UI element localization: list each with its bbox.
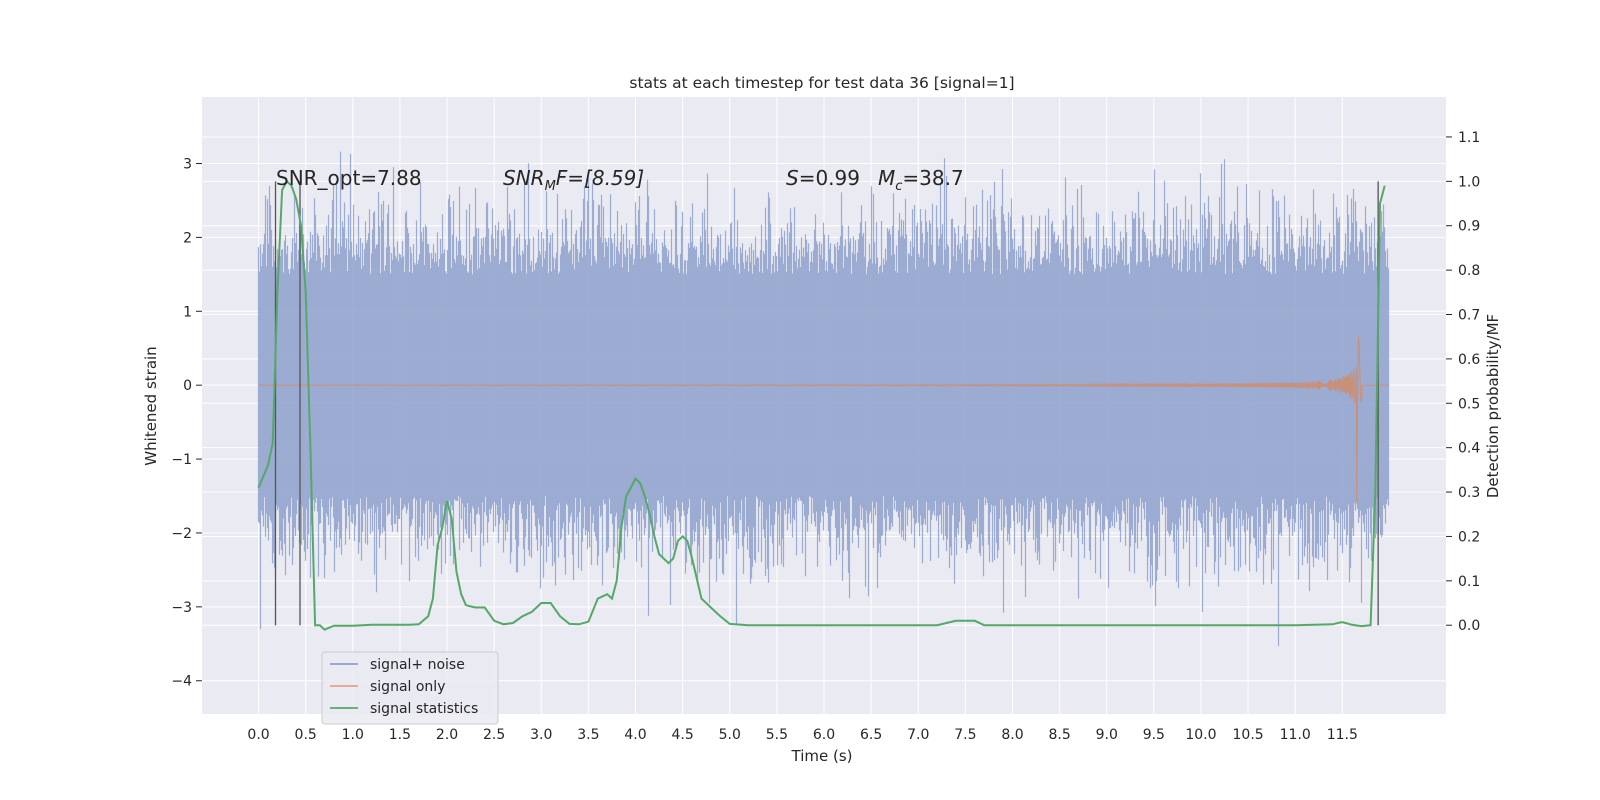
snr-opt-annotation: SNR_opt=7.88 [276,166,422,190]
s-label: S [786,166,799,190]
x-tick-label: 2.5 [483,727,505,743]
legend-label-signal-only: signal only [370,679,445,695]
x-tick-label: 5.0 [719,727,741,743]
y-tick-label: 2 [183,230,192,246]
x-tick-label: 8.5 [1048,727,1070,743]
x-tick-label: 6.5 [860,727,882,743]
y-right-tick-label: 0.3 [1458,485,1480,501]
x-tick-label: 4.5 [672,727,694,743]
legend: signal+ noise signal only signal statist… [321,651,499,725]
y-right-tick-label: 0.8 [1458,263,1480,279]
y-tick-label: −1 [171,452,192,468]
signal-only-series [258,336,1390,505]
s-mc-annotation: S=0.99 Mc=38.7 [786,166,964,194]
signal-plus-noise-series [257,151,1390,646]
x-tick-label: 7.0 [907,727,929,743]
y-right-tick-label: 0.5 [1458,396,1480,412]
y-right-tick-label: 1.0 [1458,174,1480,190]
x-tick-label: 0.0 [247,727,269,743]
y-right-tick-label: 1.1 [1458,130,1480,146]
x-tick-label: 6.0 [813,727,835,743]
y-tick-label: −4 [171,674,192,690]
legend-label-noise: signal+ noise [370,657,465,673]
x-tick-label: 3.0 [530,727,552,743]
x-tick-label: 0.5 [295,727,317,743]
y-right-tick-label: 0.1 [1458,574,1480,590]
x-tick-label: 5.5 [766,727,788,743]
y-right-axis-label: Detection probability/MF [1484,314,1502,498]
y-tick-label: 1 [183,304,192,320]
s-value: =0.99 [799,166,860,190]
signal-statistics-series [257,179,1386,631]
x-tick-label: 7.5 [954,727,976,743]
y-tick-label: −3 [171,600,192,616]
mc-value: =38.7 [902,166,963,190]
x-tick-label: 1.5 [389,727,411,743]
y-tick-label: 0 [183,378,192,394]
x-tick-label: 10.5 [1233,727,1264,743]
signal-only-trace [258,336,1390,505]
y-right-tick-label: 0.6 [1458,352,1480,368]
y-right-tick-label: 0.7 [1458,308,1480,324]
y-right-tick-label: 0.9 [1458,219,1480,235]
x-tick-label: 10.0 [1185,727,1216,743]
statistics-line [257,179,1386,631]
mc-subscript: c [895,179,902,194]
y-right-tick-label: 0.2 [1458,529,1480,545]
y-right-tick-label: 0.4 [1458,441,1480,457]
y-right-tick-labels: 0.0 0.1 0.2 0.3 0.4 0.5 0.6 0.7 0.8 0.9 1.0 1.1 [1446,130,1480,634]
x-tick-label: 2.0 [436,727,458,743]
y-axis-label: Whitened strain [142,346,160,465]
x-tick-label: 4.0 [624,727,646,743]
x-tick-labels: 0.0 0.5 1.0 1.5 2.0 2.5 3.0 3.5 4.0 4.5 5.0 5.5 6.0 6… [247,727,1358,743]
snr-mf-rest: F=[8.59] [556,166,644,190]
noise-trace [257,151,1390,646]
chart-title: stats at each timestep for test data 36 … [629,74,1014,92]
x-tick-label: 9.0 [1096,727,1118,743]
mc-label: M [878,166,895,190]
snr-mf-annotation: SNRMF=[8.59] [503,166,644,194]
x-tick-label: 3.5 [577,727,599,743]
x-tick-label: 11.0 [1280,727,1311,743]
y-tick-labels: −4 −3 −2 −1 0 1 2 3 [171,157,202,690]
y-tick-label: −2 [171,526,192,542]
x-tick-label: 9.5 [1143,727,1165,743]
x-tick-label: 8.0 [1001,727,1023,743]
x-tick-label: 1.0 [342,727,364,743]
vertical-markers [274,181,1379,626]
x-tick-label: 11.5 [1327,727,1358,743]
y-right-tick-label: 0.0 [1458,618,1480,634]
legend-box [321,651,499,725]
y-tick-label: 3 [183,157,192,173]
legend-label-statistics: signal statistics [370,701,478,717]
snr-mf-subscript: M [545,179,556,194]
x-axis-label: Time (s) [791,747,853,765]
snr-mf-base: SNR [503,166,545,190]
